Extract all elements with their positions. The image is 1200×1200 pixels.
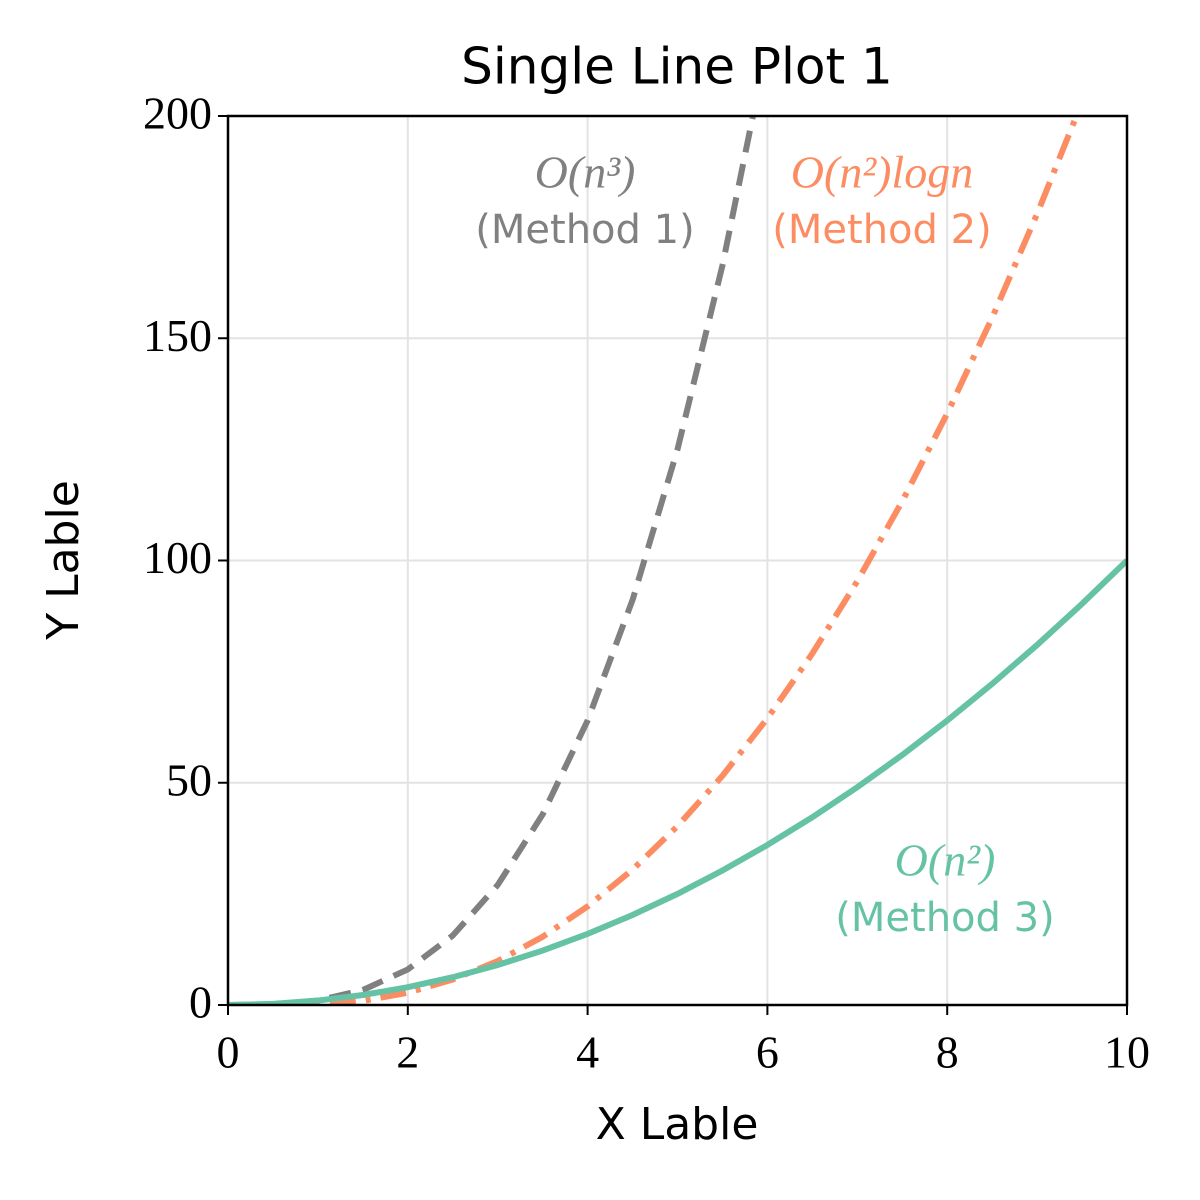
annotation: O(n²) xyxy=(895,835,996,886)
plot-frame xyxy=(226,114,1129,1007)
annotation: (Method 1) xyxy=(475,207,694,253)
annotation: O(n²)logn xyxy=(791,147,973,198)
data-line xyxy=(228,116,756,1005)
data-line xyxy=(228,558,1127,1005)
annotation: O(n³) xyxy=(535,147,636,198)
y-tick-label: 100 xyxy=(143,532,212,583)
y-tick-label: 50 xyxy=(166,754,212,805)
chart-title: Single Line Plot 1 xyxy=(461,38,893,96)
y-axis-label: Y Lable xyxy=(38,480,89,641)
y-tick-label: 200 xyxy=(143,88,212,139)
x-tick-label: 0 xyxy=(217,1027,240,1078)
data-line xyxy=(228,116,1080,1005)
annotation: (Method 2) xyxy=(772,207,991,253)
x-tick-label: 8 xyxy=(936,1027,959,1078)
y-tick-label: 0 xyxy=(189,977,212,1028)
x-tick-label: 6 xyxy=(756,1027,779,1078)
plot-area xyxy=(228,116,1127,1005)
x-tick-label: 10 xyxy=(1104,1027,1150,1078)
x-axis-label: X Lable xyxy=(596,1099,759,1150)
x-tick-label: 2 xyxy=(396,1027,419,1078)
x-tick-label: 4 xyxy=(576,1027,599,1078)
y-tick-label: 150 xyxy=(143,310,212,361)
annotation: (Method 3) xyxy=(835,895,1054,941)
